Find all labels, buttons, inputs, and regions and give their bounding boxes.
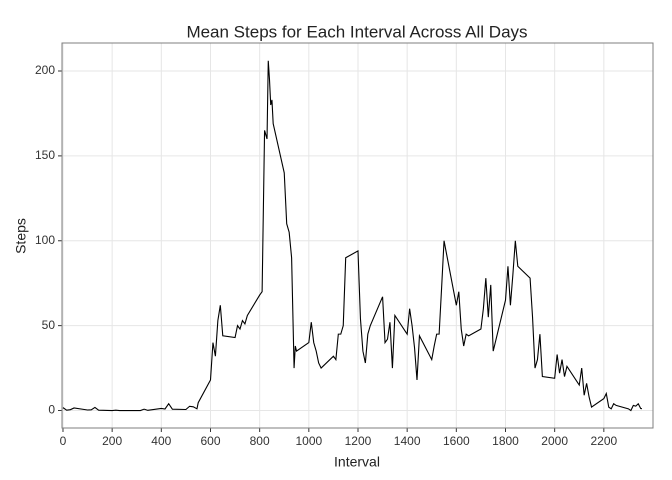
y-tick-label: 50 bbox=[42, 318, 56, 332]
x-tick-label: 800 bbox=[250, 434, 270, 448]
y-tick-label: 0 bbox=[48, 403, 55, 417]
x-tick-label: 200 bbox=[102, 434, 122, 448]
x-tick-label: 1400 bbox=[394, 434, 421, 448]
y-tick-label: 150 bbox=[35, 148, 55, 162]
x-axis-title: Interval bbox=[334, 454, 380, 470]
x-tick-label: 1000 bbox=[295, 434, 322, 448]
y-tick-label: 100 bbox=[35, 233, 55, 247]
data-line bbox=[62, 60, 643, 412]
x-tick-label: 1600 bbox=[443, 434, 470, 448]
x-tick-label: 0 bbox=[60, 434, 67, 448]
y-tick-label: 200 bbox=[35, 63, 55, 77]
chart-title: Mean Steps for Each Interval Across All … bbox=[186, 22, 527, 41]
x-tick-label: 1200 bbox=[345, 434, 372, 448]
x-tick-label: 400 bbox=[151, 434, 171, 448]
x-tick-label: 1800 bbox=[492, 434, 519, 448]
x-tick-label: 600 bbox=[200, 434, 220, 448]
x-tick-label: 2200 bbox=[590, 434, 617, 448]
x-tick-label: 2000 bbox=[541, 434, 568, 448]
plot-border bbox=[61, 42, 654, 429]
y-axis-title: Steps bbox=[13, 218, 29, 254]
